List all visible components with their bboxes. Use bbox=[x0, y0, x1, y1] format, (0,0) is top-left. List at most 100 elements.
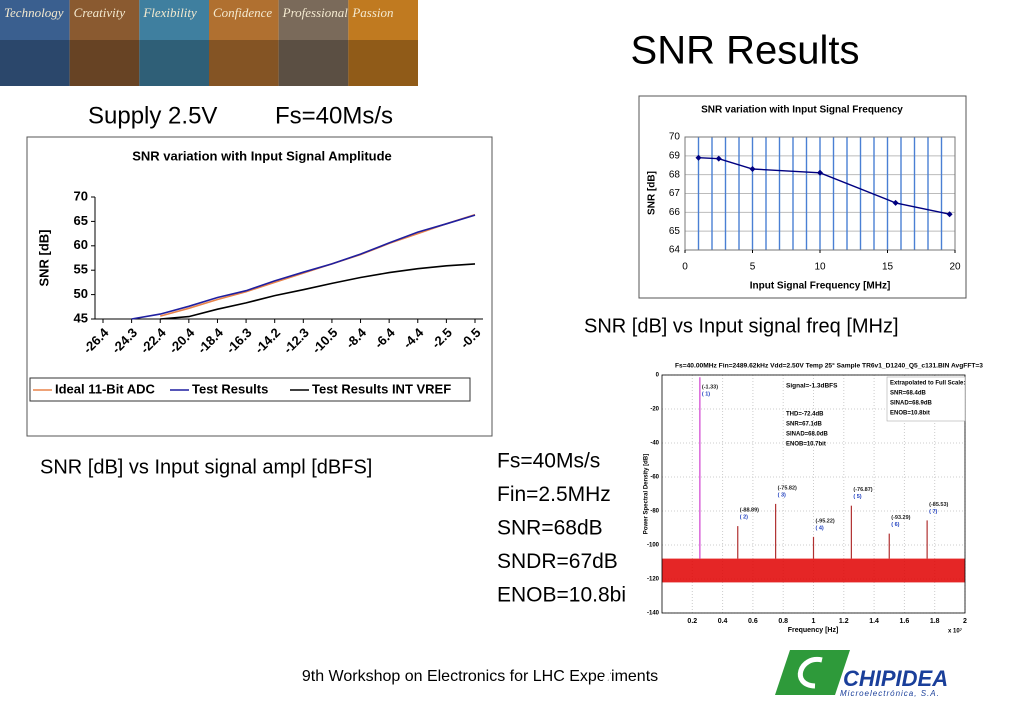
spec-line: SNDR=67dB bbox=[497, 550, 618, 573]
peak-value-label: (-75.82) bbox=[778, 485, 797, 491]
x-axis-label: Input Signal Frequency [MHz] bbox=[750, 281, 891, 292]
spec-line: ENOB=10.8bi bbox=[497, 584, 626, 607]
y-tick-label: 70 bbox=[74, 188, 88, 203]
peak-value-label: (-95.22) bbox=[816, 518, 835, 524]
x-tick-label: 20 bbox=[949, 262, 961, 273]
x-tick-label: 1.4 bbox=[869, 618, 879, 625]
banner-shade bbox=[0, 40, 70, 86]
logo-glyph bbox=[601, 668, 612, 685]
banner-word: Passion bbox=[351, 5, 393, 20]
logo-mark bbox=[775, 650, 850, 695]
y-axis-label: SNR [dB] bbox=[647, 171, 658, 215]
peak-value-label: (-93.29) bbox=[891, 515, 910, 521]
x-tick-label: 10 bbox=[814, 262, 826, 273]
x-tick-label: 0.6 bbox=[748, 618, 758, 625]
banner-shade bbox=[209, 40, 279, 86]
series-line bbox=[698, 157, 950, 215]
y-tick-label: -60 bbox=[650, 475, 659, 481]
y-tick-label: 60 bbox=[74, 237, 88, 252]
x-tick-label: 0.2 bbox=[687, 618, 697, 625]
marker bbox=[715, 155, 722, 162]
banner-panel bbox=[0, 0, 70, 86]
legend-label: Test Results INT VREF bbox=[312, 381, 451, 396]
banner-panel bbox=[348, 0, 418, 86]
peak-index-label: ( 2) bbox=[740, 515, 748, 521]
banner-panel bbox=[209, 0, 279, 86]
annotation: ENOB=10.7bit bbox=[786, 442, 826, 448]
banner-shade bbox=[278, 40, 349, 86]
x-tick-label: 0.8 bbox=[778, 618, 788, 625]
supply-label: Supply 2.5V bbox=[88, 102, 217, 129]
spec-line: Fs=40Ms/s bbox=[497, 450, 600, 473]
x-tick-label: 15 bbox=[882, 262, 894, 273]
logo: CHIPIDEA Microelectrónica, S.A. bbox=[601, 650, 948, 698]
y-tick-label: -100 bbox=[647, 543, 660, 549]
banner-panel bbox=[139, 0, 209, 86]
series-line bbox=[160, 263, 476, 320]
x-tick-label: 1 bbox=[812, 618, 816, 625]
annotation: Signal=-1.3dBFS bbox=[786, 383, 838, 390]
y-tick-label: 65 bbox=[74, 213, 88, 228]
x-tick-label: 1.8 bbox=[930, 618, 940, 625]
banner-word: Professional bbox=[282, 5, 349, 20]
banner-shade bbox=[348, 40, 418, 86]
y-tick-label: 66 bbox=[669, 207, 681, 218]
legend-label: Ideal 11-Bit ADC bbox=[55, 381, 156, 396]
logo-name: CHIPIDEA bbox=[843, 666, 948, 691]
y-tick-label: 69 bbox=[669, 150, 681, 161]
legend-label: Test Results bbox=[192, 381, 268, 396]
y-tick-label: -40 bbox=[650, 441, 659, 447]
x-tick-label: 1.6 bbox=[900, 618, 910, 625]
annotation: SINAD=68.0dB bbox=[786, 432, 829, 438]
banner-word: Confidence bbox=[213, 5, 272, 20]
peak-value-label: (-76.87) bbox=[853, 487, 872, 493]
spec-line: Fin=2.5MHz bbox=[497, 483, 611, 506]
y-tick-label: -120 bbox=[647, 577, 660, 583]
chart-title: SNR variation with Input Signal Frequenc… bbox=[701, 105, 903, 116]
banner-word: Flexibility bbox=[142, 5, 197, 20]
series-line bbox=[131, 214, 476, 320]
banner-shade bbox=[69, 40, 140, 86]
annotation: SNR=67.1dB bbox=[786, 422, 823, 428]
x-tick-label: 0 bbox=[682, 262, 688, 273]
y-tick-label: 67 bbox=[669, 188, 681, 199]
spec-line: SNR=68dB bbox=[497, 517, 603, 540]
noise-floor bbox=[662, 558, 965, 583]
peak-index-label: ( 5) bbox=[853, 494, 861, 500]
legend-frame bbox=[29, 377, 471, 402]
annotation: Extrapolated to Full Scale: bbox=[890, 381, 965, 387]
chart-title: Fs=40.00MHz Fin=2489.62kHz Vdd=2.50V Tem… bbox=[675, 364, 984, 370]
banner-panel bbox=[69, 0, 140, 86]
banner-word: Creativity bbox=[74, 5, 126, 20]
x-tick-label: 1.2 bbox=[839, 618, 849, 625]
x-tick-label: 0.4 bbox=[718, 618, 728, 625]
marker bbox=[946, 211, 953, 218]
peak-index-label: ( 1) bbox=[702, 392, 710, 398]
x-axis-label: Frequency [Hz] bbox=[788, 627, 839, 634]
y-tick-label: 70 bbox=[669, 132, 681, 143]
peak-value-label: (-88.89) bbox=[740, 508, 759, 514]
annotation: SNR=68.4dB bbox=[890, 391, 927, 397]
y-tick-label: 68 bbox=[669, 169, 681, 180]
y-tick-label: 55 bbox=[74, 262, 88, 277]
banner-shade bbox=[139, 40, 209, 86]
marker bbox=[695, 154, 702, 161]
peak-value-label: (-85.53) bbox=[929, 502, 948, 508]
caption: SNR [dB] vs Input signal ampl [dBFS] bbox=[40, 456, 372, 478]
y-tick-label: -140 bbox=[647, 611, 660, 617]
peak-index-label: ( 6) bbox=[891, 522, 899, 528]
banner-word: Technology bbox=[4, 5, 64, 20]
chart-title: SNR variation with Input Signal Amplitud… bbox=[132, 148, 392, 163]
x-tick-label: 2 bbox=[963, 618, 967, 625]
y-tick-label: -20 bbox=[650, 407, 659, 413]
y-tick-label: 50 bbox=[74, 286, 88, 301]
peak-index-label: ( 7) bbox=[929, 509, 937, 515]
marker bbox=[892, 199, 899, 206]
y-tick-label: -80 bbox=[650, 509, 659, 515]
peak-index-label: ( 4) bbox=[816, 525, 824, 531]
slide-title: SNR Results bbox=[631, 29, 860, 73]
peak-value-label: (-1.33) bbox=[702, 385, 718, 391]
y-axis-label: Power Spectral Density [dB] bbox=[644, 454, 650, 534]
annotation: THD=-72.4dB bbox=[786, 412, 824, 418]
plot-frame bbox=[661, 374, 966, 614]
